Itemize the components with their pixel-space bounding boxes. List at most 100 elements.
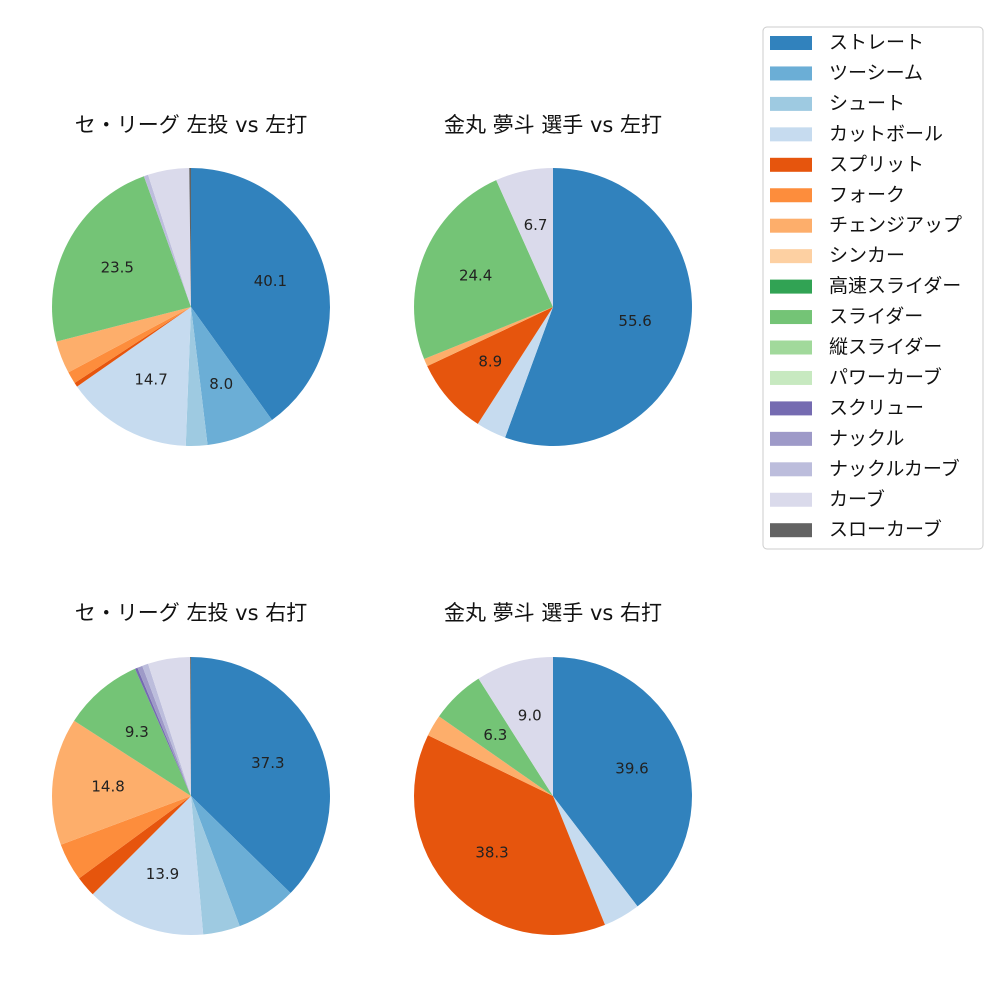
pie-slice xyxy=(553,657,692,907)
legend-label: チェンジアップ xyxy=(829,214,962,236)
chart-title: 金丸 夢斗 選手 vs 左打 xyxy=(444,113,662,137)
legend-item: 高速スライダー xyxy=(770,275,961,297)
pie-slice xyxy=(191,796,291,927)
legend-label: 高速スライダー xyxy=(829,275,961,297)
legend-item: カーブ xyxy=(770,487,885,510)
legend-label: ナックル xyxy=(829,427,904,449)
pie-slice xyxy=(496,168,553,307)
legend-swatch xyxy=(770,127,812,142)
legend-swatch xyxy=(770,462,812,477)
slice-value-label: 37.3 xyxy=(251,754,284,772)
slice-value-label: 38.3 xyxy=(475,843,508,861)
legend-swatch xyxy=(770,36,812,50)
legend-label: スクリュー xyxy=(829,397,924,419)
slice-value-label: 23.5 xyxy=(101,258,134,276)
slice-value-label: 40.1 xyxy=(254,272,287,290)
legend-frame xyxy=(762,26,984,550)
slice-value-label: 14.8 xyxy=(91,778,124,796)
legend-item: カットボール xyxy=(770,123,943,145)
legend-label: フォーク xyxy=(829,184,905,206)
legend-item: シンカー xyxy=(770,245,905,267)
legend-item: チェンジアップ xyxy=(770,214,962,236)
pie-slice xyxy=(148,168,191,307)
pie-slice xyxy=(189,167,191,307)
legend-label: スライダー xyxy=(829,306,923,328)
slice-value-label: 24.4 xyxy=(459,266,492,284)
chart-title: セ・リーグ 左投 vs 右打 xyxy=(75,601,307,625)
legend-swatch xyxy=(770,96,812,111)
legend-swatch xyxy=(770,188,812,203)
pie-slice xyxy=(79,796,191,895)
legend-item: ツーシーム xyxy=(770,62,923,84)
legend-item: パワーカーブ xyxy=(770,365,942,388)
pie-slice xyxy=(191,657,330,894)
slice-value-label: 8.9 xyxy=(478,352,502,370)
pie-slice xyxy=(190,656,191,796)
pie-slice xyxy=(137,665,191,796)
legend: ストレートツーシームシュートカットボールスプリットフォークチェンジアップシンカー… xyxy=(762,26,984,550)
slice-value-label: 55.6 xyxy=(618,312,651,330)
legend-swatch xyxy=(770,66,812,81)
legend-label: スプリット xyxy=(829,153,924,175)
slice-value-label: 9.0 xyxy=(518,706,542,724)
slice-value-label: 13.9 xyxy=(146,865,179,883)
legend-swatch xyxy=(770,218,812,233)
legend-item: ナックルカーブ xyxy=(770,457,960,480)
slice-value-label: 6.3 xyxy=(483,726,507,744)
pie-slice xyxy=(191,796,240,935)
legend-item: スライダー xyxy=(770,306,923,328)
pie-slice xyxy=(477,307,553,438)
pie-slice xyxy=(414,180,553,359)
slice-value-label: 14.7 xyxy=(134,371,167,389)
pie-slice xyxy=(60,796,191,879)
legend-swatch xyxy=(770,431,812,446)
legend-swatch xyxy=(770,370,812,385)
legend-label: カーブ xyxy=(829,487,885,510)
legend-swatch xyxy=(770,523,812,538)
pie-slice xyxy=(185,307,208,446)
legend-label: 縦スライダー xyxy=(829,336,942,358)
slice-value-label: 8.0 xyxy=(209,375,233,393)
pie-slice xyxy=(143,174,191,307)
pie-slice xyxy=(427,307,553,424)
pie-slice xyxy=(439,678,553,796)
legend-item: シュート xyxy=(770,92,905,114)
legend-label: パワーカーブ xyxy=(829,365,942,388)
legend-swatch xyxy=(770,340,812,355)
pie-slice xyxy=(56,307,192,373)
legend-swatch xyxy=(770,401,812,416)
legend-label: シンカー xyxy=(829,245,905,267)
pie-slice xyxy=(74,668,191,796)
legend-item: 縦スライダー xyxy=(770,336,942,358)
pie-chart-1: セ・リーグ 左投 vs 左打 40.1 8.0 14.7 23.5 xyxy=(52,113,330,446)
legend-label: ストレート xyxy=(829,32,924,54)
legend-item: スクリュー xyxy=(770,397,924,419)
legend-swatch xyxy=(770,157,812,172)
legend-swatch xyxy=(770,249,812,264)
legend-item: スプリット xyxy=(770,153,924,175)
legend-label: スローカーブ xyxy=(829,518,942,541)
legend-item: スローカーブ xyxy=(770,518,942,541)
slice-value-label: 39.6 xyxy=(615,760,648,778)
pie-slice xyxy=(52,720,191,845)
pie-slice xyxy=(424,307,553,367)
pie-slice xyxy=(553,796,638,925)
legend-swatch xyxy=(770,492,812,507)
legend-item: ストレート xyxy=(770,32,924,54)
pie-slice xyxy=(427,716,553,796)
pie-slice xyxy=(74,307,191,387)
pie-chart-2: 金丸 夢斗 選手 vs 左打 55.6 8.9 24.4 6.7 xyxy=(414,113,693,446)
legend-label: シュート xyxy=(829,92,905,114)
legend-swatch xyxy=(770,310,812,325)
pie-slice xyxy=(413,735,605,935)
legend-item: フォーク xyxy=(770,184,905,206)
legend-label: カットボール xyxy=(829,123,943,145)
slice-value-label: 6.7 xyxy=(524,216,548,234)
pie-slice xyxy=(191,168,330,420)
legend-label: ナックルカーブ xyxy=(829,457,960,480)
pie-slice xyxy=(148,657,191,796)
pie-chart-3: セ・リーグ 左投 vs 右打 37.3 13.9 14.8 9.3 xyxy=(52,601,330,935)
chart-title: 金丸 夢斗 選手 vs 右打 xyxy=(444,601,662,625)
pie-chart-4: 金丸 夢斗 選手 vs 右打 39.6 38.3 6.3 9.0 xyxy=(413,601,692,935)
